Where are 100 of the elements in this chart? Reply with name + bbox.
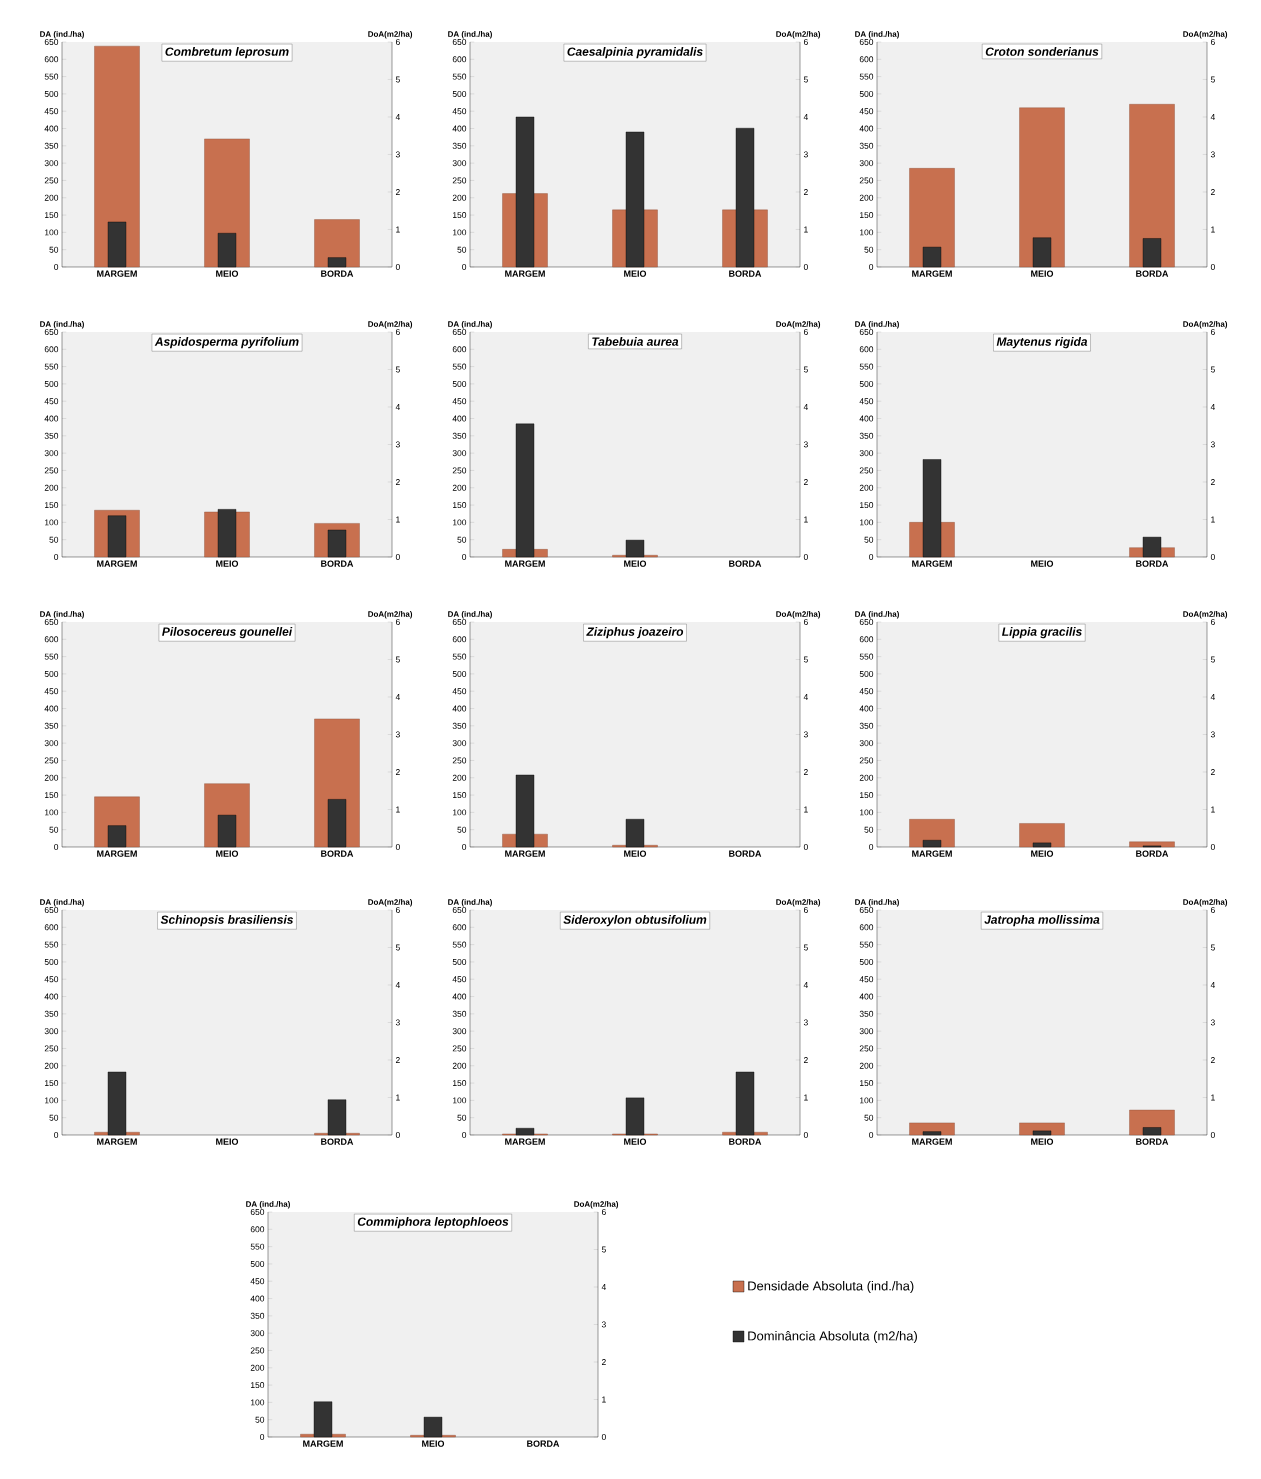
y2-tick-label: 5: [803, 656, 808, 663]
y2-tick-label: 1: [804, 806, 808, 813]
y2-tick-label: 1: [396, 516, 400, 523]
x-tick-label: BORDA: [1136, 270, 1169, 277]
y-tick-label: 250: [44, 467, 59, 474]
y-tick-label: 450: [452, 688, 467, 695]
y2-tick-label: 4: [803, 694, 808, 700]
y-tick-label: 300: [452, 160, 467, 167]
y-tick-label: 500: [859, 958, 874, 965]
x-tick-label: BORDA: [321, 850, 354, 857]
y-tick-label: 450: [44, 108, 59, 115]
y-tick-label: 300: [44, 740, 59, 747]
y-tick-label: 300: [452, 1028, 467, 1035]
y-tick-label: 500: [44, 380, 59, 387]
x-tick-label: MARGEM: [303, 1440, 343, 1447]
y-tick-label: 500: [250, 1260, 265, 1267]
y-tick-label: 600: [44, 636, 59, 643]
y-tick-label: 600: [859, 56, 874, 63]
y2-tick-label: 1: [1211, 516, 1215, 523]
y-tick-label: 300: [44, 160, 59, 167]
x-tick-label: MARGEM: [912, 850, 952, 857]
y-tick-label: 100: [250, 1399, 265, 1406]
y2-tick-label: 0: [1210, 844, 1215, 850]
x-tick-label: BORDA: [321, 1138, 354, 1145]
y2-tick-label: 2: [803, 1057, 808, 1063]
y-tick-label: 200: [44, 484, 59, 491]
y-tick-label: 100: [860, 229, 874, 236]
y-tick-label: 50: [457, 246, 467, 253]
y-tick-label: 650: [859, 619, 874, 625]
y-tick-label: 50: [864, 246, 874, 253]
y-tick-label: 50: [49, 246, 59, 253]
y-tick-label: 100: [453, 1097, 467, 1104]
y-tick-label: 250: [452, 177, 467, 184]
y2-tick-label: 0: [601, 1434, 606, 1440]
y-tick-label: 200: [452, 1062, 467, 1069]
y-tick-label: 550: [44, 653, 59, 660]
y-tick-label: 50: [49, 1114, 59, 1121]
x-tick-label: MEIO: [216, 850, 239, 857]
x-tick-label: BORDA: [729, 560, 762, 567]
y2-tick-label: 2: [1210, 769, 1215, 775]
y2-tick-label: 0: [1210, 1132, 1215, 1138]
x-tick-label: MEIO: [624, 1138, 647, 1145]
y2-tick-label: 6: [803, 38, 808, 45]
y-tick-label: 400: [44, 415, 59, 422]
y-tick-label: 150: [860, 1080, 874, 1087]
y-tick-label: 600: [250, 1226, 265, 1233]
y2-tick-label: 4: [395, 114, 400, 120]
y2-tick-label: 1: [602, 1396, 606, 1403]
y-tick-label: 600: [44, 346, 59, 353]
y-tick-label: 600: [452, 924, 467, 931]
y2-tick-label: 4: [601, 1284, 606, 1290]
y2-tick-label: 5: [803, 944, 808, 951]
y2-tick-label: 3: [601, 1321, 606, 1328]
y-tick-label: 600: [859, 346, 874, 353]
x-tick-label: MEIO: [1031, 560, 1054, 567]
y2-tick-label: 6: [803, 619, 808, 625]
y-tick-label: 550: [859, 653, 874, 660]
y2-tick-label: 2: [803, 189, 808, 195]
y-tick-label: 650: [44, 907, 59, 913]
y-tick-label: 0: [869, 1132, 874, 1138]
y2-tick-label: 1: [1211, 1094, 1215, 1101]
y-tick-label: 450: [452, 398, 467, 405]
y2-tick-label: 6: [395, 619, 400, 625]
y-tick-label: 500: [44, 958, 59, 965]
y-tick-label: 650: [44, 39, 59, 45]
y-tick-label: 500: [452, 380, 467, 387]
y-tick-label: 50: [457, 536, 467, 543]
y-tick-label: 300: [44, 450, 59, 457]
x-tick-label: MARGEM: [912, 560, 952, 567]
y2-tick-label: 0: [395, 554, 400, 560]
bar: [217, 233, 237, 268]
y-tick-label: 450: [452, 108, 467, 115]
chart-title: Pilosocereus gounellei: [162, 627, 293, 639]
y-tick-label: 500: [452, 670, 467, 677]
y2-tick-label: 1: [1211, 226, 1215, 233]
y-tick-label: 250: [859, 467, 874, 474]
y-tick-label: 100: [453, 519, 467, 526]
x-tick-label: BORDA: [1136, 1138, 1169, 1145]
y-tick-label: 150: [453, 212, 467, 219]
y2-tick-label: 4: [395, 694, 400, 700]
y-tick-label: 450: [452, 976, 467, 983]
y-tick-label: 250: [859, 757, 874, 764]
x-tick-label: MARGEM: [912, 1138, 952, 1145]
y-tick-label: 550: [250, 1243, 265, 1250]
x-tick-label: MARGEM: [505, 1138, 545, 1145]
y2-tick-label: 5: [1210, 366, 1215, 373]
x-tick-label: MEIO: [624, 560, 647, 567]
y-tick-label: 100: [860, 1097, 874, 1104]
y2-tick-label: 3: [395, 1019, 400, 1026]
y-tick-label: 450: [44, 688, 59, 695]
x-tick-label: MEIO: [1031, 850, 1054, 857]
y-tick-label: 200: [44, 1062, 59, 1069]
y-tick-label: 0: [54, 1132, 59, 1138]
y-tick-label: 550: [452, 73, 467, 80]
y-tick-label: 50: [49, 826, 59, 833]
y2-tick-label: 3: [1210, 441, 1215, 448]
y-tick-label: 650: [452, 39, 467, 45]
y-tick-label: 550: [452, 363, 467, 370]
y-tick-label: 350: [859, 142, 874, 149]
y-tick-label: 550: [452, 653, 467, 660]
